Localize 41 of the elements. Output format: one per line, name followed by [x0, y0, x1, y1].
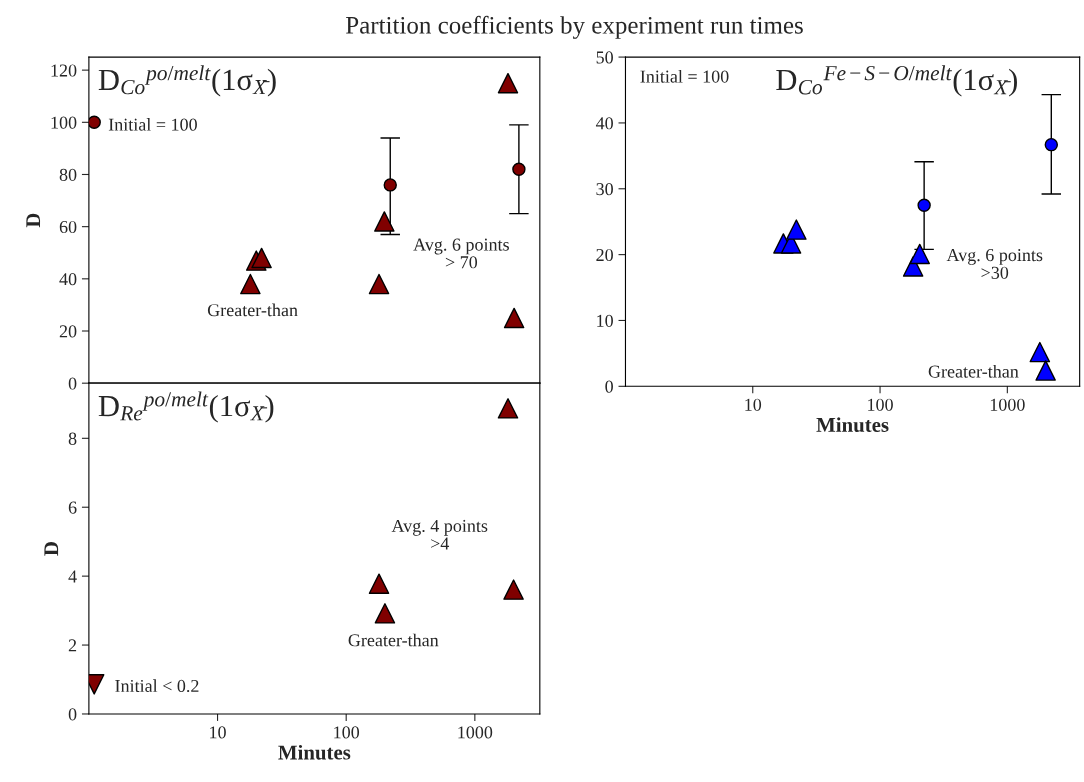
y-tick-label: 20	[596, 248, 613, 262]
annotation: Initial = 100	[640, 69, 729, 83]
y-tick-label: 80	[59, 168, 77, 181]
x-tick-label: 1000	[458, 726, 493, 739]
annotation: Greater-than	[928, 364, 1019, 378]
chart-title: Partition coefficients by experiment run times	[346, 15, 803, 39]
x-tick-label: 1000	[990, 398, 1025, 411]
x-axis-title: Minutes	[816, 417, 889, 432]
annotation: Avg. 6 points > 70	[413, 238, 509, 269]
annotation: Initial < 0.2	[115, 679, 199, 693]
y-tick-label: 40	[59, 273, 77, 286]
x-tick-label: 100	[334, 726, 360, 739]
x-tick-label: 100	[868, 398, 893, 411]
annotation: Initial = 100	[108, 118, 197, 131]
y-tick-label: 60	[59, 220, 77, 234]
y-axis-title: D	[26, 213, 41, 228]
y-tick-label: 30	[596, 183, 613, 196]
chart-subtitle: D$_{Co}$$^{po/melt}$(1σ$_{X̄}$)	[98, 65, 276, 97]
y-tick-label: 0	[68, 377, 77, 390]
chart-subtitle: D$_{Re}$$^{po/melt}$(1σ$_{X̄}$)	[98, 391, 274, 423]
y-tick-label: 50	[596, 51, 613, 64]
y-tick-label: 8	[68, 432, 77, 445]
y-tick-label: 120	[51, 64, 77, 77]
y-tick-label: 40	[595, 117, 613, 130]
y-tick-label: 0	[68, 708, 77, 721]
y-axis-title: D	[44, 542, 59, 556]
annotation: Greater-than	[348, 633, 439, 647]
chart-subtitle: D$_{Co}$$^{Fe−S−O/melt}$(1σ$_{X̄}$)	[776, 65, 1017, 97]
y-tick-label: 0	[605, 380, 613, 393]
x-tick-label: 10	[210, 726, 226, 739]
y-tick-label: 100	[51, 116, 77, 129]
y-tick-label: 2	[68, 639, 77, 652]
annotation: Avg. 6 points >30	[946, 249, 1043, 279]
y-tick-label: 20	[59, 325, 77, 338]
y-tick-label: 10	[597, 314, 613, 327]
annotation: Avg. 4 points >4	[391, 519, 488, 550]
annotation: Greater-than	[207, 303, 298, 317]
y-tick-label: 4	[68, 570, 77, 583]
y-tick-label: 6	[68, 501, 77, 514]
x-axis-title: Minutes	[278, 744, 351, 760]
x-tick-label: 10	[745, 398, 762, 411]
